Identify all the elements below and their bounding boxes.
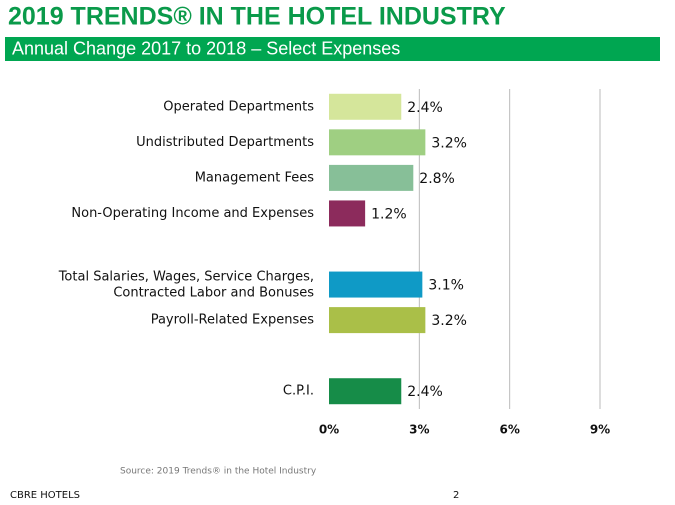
bar: [329, 271, 423, 298]
slide-title: 2019 TRENDS® IN THE HOTEL INDUSTRY: [8, 3, 506, 31]
x-tick-label: 9%: [590, 423, 610, 437]
x-tick-label: 3%: [409, 423, 429, 437]
category-label: Non-Operating Income and Expenses: [71, 206, 314, 221]
bar: [329, 93, 402, 120]
category-label: C.P.I.: [283, 384, 314, 399]
value-label: 3.1%: [428, 278, 464, 294]
category-label: Total Salaries, Wages, Service Charges, C…: [58, 269, 315, 300]
value-label: 2.4%: [407, 384, 443, 400]
bar: [329, 200, 366, 227]
subtitle-band: [5, 37, 660, 61]
x-tick-label: 0%: [319, 423, 339, 437]
plot: 0% 3% 6% 9% Operated Departments 2.4% Undistri…: [58, 89, 610, 437]
bar: [329, 129, 426, 156]
bar: [329, 164, 414, 191]
footer-company: CBRE HOTELS: [10, 490, 80, 501]
category-label: Operated Departments: [163, 99, 314, 114]
x-tick-label: 6%: [499, 423, 519, 437]
bar: [329, 307, 426, 334]
category-label: Management Fees: [195, 170, 315, 185]
value-label: 1.2%: [371, 206, 407, 222]
value-label: 3.2%: [431, 135, 467, 151]
page-number: 2: [453, 490, 459, 501]
bar: [329, 378, 402, 405]
category-label: Payroll-Related Expenses: [151, 313, 315, 328]
value-label: 2.8%: [419, 171, 455, 187]
category-label: Undistributed Departments: [136, 135, 314, 150]
slide-subtitle: Annual Change 2017 to 2018 – Select Expe…: [12, 38, 400, 58]
value-label: 2.4%: [407, 100, 443, 116]
value-label: 3.2%: [431, 313, 467, 329]
source-note: Source: 2019 Trends® in the Hotel Indust…: [120, 467, 317, 477]
